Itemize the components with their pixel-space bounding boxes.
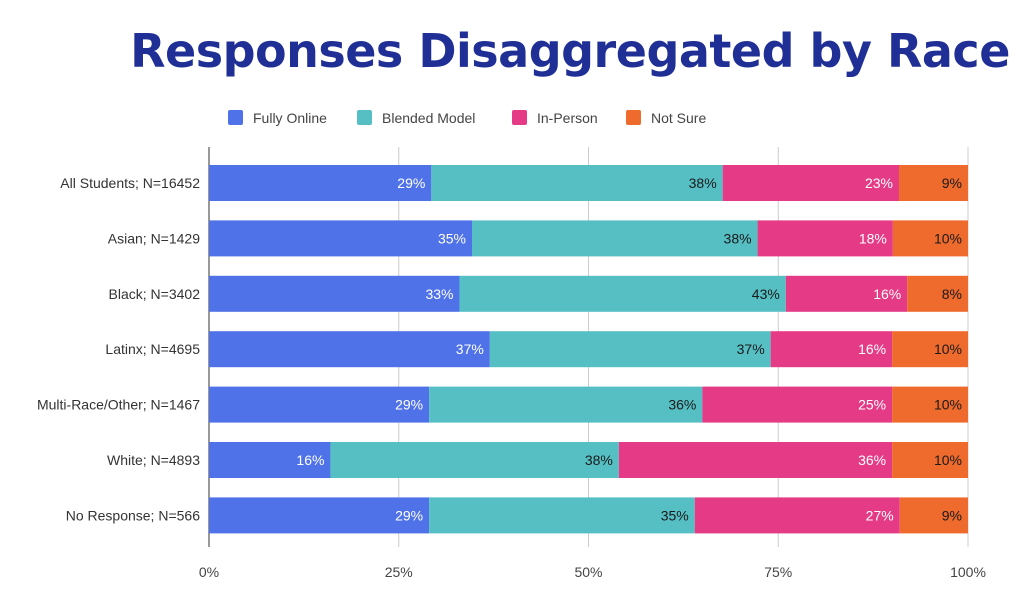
x-axis-ticks: 0% 25% 50% 75% 100%	[199, 564, 986, 580]
data-label: 9%	[942, 507, 962, 523]
data-label: 16%	[296, 452, 324, 468]
bar-segment	[330, 442, 619, 478]
bar-segment	[472, 220, 758, 257]
data-label: 16%	[858, 341, 886, 357]
bar-segment	[209, 275, 460, 312]
data-label: 38%	[585, 452, 613, 468]
data-label: 38%	[724, 230, 752, 246]
data-label: 29%	[397, 175, 425, 191]
x-tick-label: 0%	[199, 564, 219, 580]
x-tick-label: 75%	[764, 564, 792, 580]
legend-swatch	[626, 110, 641, 125]
bar-segment	[618, 442, 893, 478]
category-label: No Response; N=566	[66, 507, 200, 523]
data-label: 27%	[866, 507, 894, 523]
legend-swatch	[228, 110, 243, 125]
bar-segment	[209, 220, 473, 257]
data-label: 23%	[865, 175, 893, 191]
legend: Fully Online Blended Model In-Person Not Su…	[228, 110, 706, 126]
data-label: 10%	[934, 230, 962, 246]
bar-segment	[431, 165, 723, 201]
data-label: 29%	[395, 397, 423, 413]
data-label: 37%	[456, 341, 484, 357]
bar-segment	[489, 331, 771, 368]
bar-segment	[757, 220, 893, 257]
bar-segment	[892, 331, 968, 368]
data-label: 35%	[661, 507, 689, 523]
bars: 29% 38% 23% 9% 35% 38% 18% 10% 33% 43% 16% 8% 37% 37%…	[209, 165, 968, 534]
bar-segment	[209, 386, 430, 423]
data-label: 25%	[858, 397, 886, 413]
legend-label: Not Sure	[651, 110, 706, 126]
data-label: 16%	[873, 286, 901, 302]
data-label: 18%	[859, 230, 887, 246]
bar-segment	[459, 275, 786, 312]
legend-label: Blended Model	[382, 110, 475, 126]
bar-segment	[892, 386, 968, 423]
data-label: 33%	[425, 286, 453, 302]
data-label: 37%	[737, 341, 765, 357]
category-labels: All Students; N=16452 Asian; N=1429 Black;…	[37, 175, 200, 523]
bar-segment	[209, 165, 432, 201]
legend-label: In-Person	[537, 110, 598, 126]
data-label: 29%	[395, 507, 423, 523]
legend-swatch	[512, 110, 527, 125]
bar-segment	[907, 275, 968, 312]
bar-segment	[209, 331, 490, 368]
x-tick-label: 50%	[574, 564, 602, 580]
legend-label: Fully Online	[253, 110, 327, 126]
bar-segment	[770, 331, 893, 368]
data-label: 38%	[689, 175, 717, 191]
bar-segment	[892, 442, 968, 478]
bar-segment	[892, 220, 968, 257]
data-label: 35%	[438, 230, 466, 246]
data-label: 36%	[668, 397, 696, 413]
category-label: White; N=4893	[107, 452, 200, 468]
category-label: All Students; N=16452	[60, 175, 200, 191]
data-label: 9%	[942, 175, 962, 191]
data-label: 43%	[752, 286, 780, 302]
data-label: 10%	[934, 341, 962, 357]
bar-segment	[899, 497, 968, 534]
bar-segment	[702, 386, 893, 423]
bar-segment	[722, 165, 899, 201]
data-label: 10%	[934, 452, 962, 468]
bar-segment	[209, 442, 331, 478]
bar-segment	[429, 497, 695, 534]
bar-segment	[785, 275, 908, 312]
legend-swatch	[357, 110, 372, 125]
bar-segment	[209, 497, 430, 534]
bar-segment	[429, 386, 703, 423]
category-label: Latinx; N=4695	[105, 341, 200, 357]
x-tick-label: 25%	[385, 564, 413, 580]
data-label: 8%	[942, 286, 962, 302]
category-label: Black; N=3402	[109, 286, 201, 302]
category-label: Multi-Race/Other; N=1467	[37, 397, 200, 413]
chart-title: Responses Disaggregated by Race	[130, 24, 1010, 78]
x-tick-label: 100%	[950, 564, 986, 580]
data-label: 36%	[858, 452, 886, 468]
data-label: 10%	[934, 397, 962, 413]
bar-segment	[899, 165, 968, 201]
bar-segment	[694, 497, 900, 534]
category-label: Asian; N=1429	[108, 230, 200, 246]
